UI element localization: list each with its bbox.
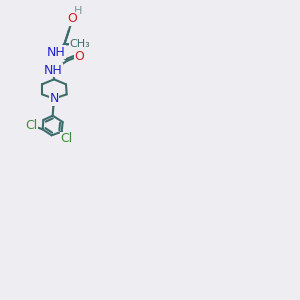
Text: O: O: [74, 50, 84, 62]
Text: NH: NH: [44, 64, 63, 76]
Text: O: O: [68, 12, 78, 25]
Text: N: N: [49, 92, 59, 105]
Text: Cl: Cl: [61, 133, 73, 146]
Text: Cl: Cl: [26, 119, 38, 132]
Text: H: H: [74, 6, 82, 16]
Text: NH: NH: [46, 46, 65, 59]
Text: CH₃: CH₃: [70, 39, 90, 49]
